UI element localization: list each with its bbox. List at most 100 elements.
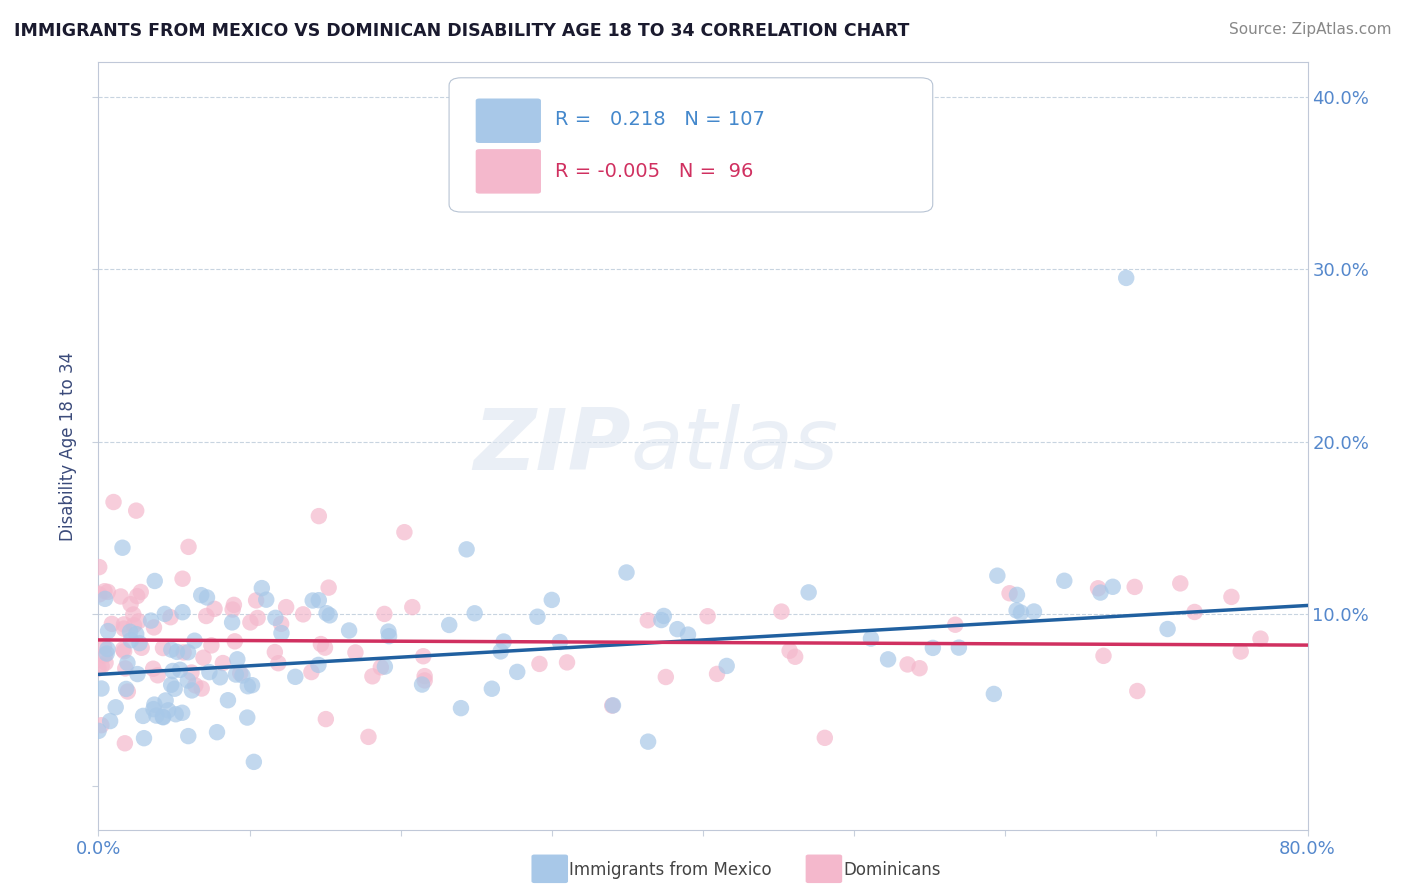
Point: [245, 593, 267, 607]
Point: [239, 615, 262, 630]
Point: [229, 666, 252, 681]
Point: [173, 645, 195, 659]
Point: [464, 607, 486, 621]
Point: [221, 615, 243, 630]
Point: [112, 617, 135, 632]
Point: [89, 560, 111, 574]
Point: [163, 681, 186, 696]
Point: [125, 627, 148, 641]
Y-axis label: Disability Age 18 to 34: Disability Age 18 to 34: [59, 351, 77, 541]
Point: [555, 656, 578, 670]
Point: [263, 645, 285, 659]
Point: [87, 661, 110, 675]
Point: [413, 673, 436, 688]
Point: [114, 661, 136, 675]
Text: IMMIGRANTS FROM MEXICO VS DOMINICAN DISABILITY AGE 18 TO 34 CORRELATION CHART: IMMIGRANTS FROM MEXICO VS DOMINICAN DISA…: [14, 22, 910, 40]
Point: [666, 622, 689, 636]
Point: [177, 673, 200, 688]
Text: Immigrants from Mexico: Immigrants from Mexico: [569, 861, 772, 879]
Point: [655, 670, 678, 684]
Point: [231, 668, 253, 682]
Point: [240, 678, 263, 692]
Point: [129, 585, 152, 599]
Point: [195, 591, 218, 605]
Point: [111, 541, 134, 555]
FancyBboxPatch shape: [475, 149, 541, 194]
Point: [221, 602, 243, 616]
Point: [308, 593, 330, 607]
Point: [111, 642, 134, 657]
Point: [128, 636, 150, 650]
Point: [1250, 632, 1272, 646]
Point: [90, 681, 112, 696]
Text: Source: ZipAtlas.com: Source: ZipAtlas.com: [1229, 22, 1392, 37]
Point: [315, 712, 337, 726]
Point: [139, 614, 162, 628]
Point: [97, 585, 120, 599]
Point: [159, 610, 181, 624]
Point: [169, 663, 191, 677]
Point: [1090, 585, 1112, 599]
Point: [90, 718, 112, 732]
Point: [506, 665, 529, 679]
Point: [401, 600, 423, 615]
Point: [131, 640, 153, 655]
Point: [411, 677, 433, 691]
FancyBboxPatch shape: [475, 98, 541, 143]
Point: [301, 593, 323, 607]
Point: [114, 736, 136, 750]
Point: [160, 642, 183, 657]
Point: [254, 592, 277, 607]
Point: [877, 652, 900, 666]
Point: [616, 566, 638, 580]
Point: [132, 731, 155, 746]
Point: [1087, 581, 1109, 595]
Point: [204, 602, 226, 616]
Point: [314, 640, 336, 655]
Point: [337, 624, 360, 638]
Text: Dominicans: Dominicans: [844, 861, 941, 879]
Point: [160, 678, 183, 692]
Point: [412, 649, 434, 664]
Point: [270, 626, 292, 640]
Point: [413, 669, 436, 683]
Point: [897, 657, 920, 672]
Point: [373, 607, 395, 621]
Point: [112, 622, 135, 636]
Point: [94, 656, 117, 670]
Point: [226, 652, 249, 666]
Point: [318, 581, 340, 595]
Point: [540, 593, 562, 607]
Point: [120, 633, 142, 648]
Point: [716, 659, 738, 673]
Point: [529, 657, 551, 671]
Point: [986, 568, 1008, 582]
Point: [394, 525, 416, 540]
Point: [112, 644, 135, 658]
Point: [172, 572, 194, 586]
Point: [943, 617, 966, 632]
Point: [181, 683, 204, 698]
Point: [276, 600, 298, 615]
Point: [172, 605, 194, 619]
Point: [797, 585, 820, 599]
Point: [637, 613, 659, 627]
Point: [814, 731, 837, 745]
Point: [1005, 588, 1028, 602]
Point: [101, 616, 124, 631]
Point: [190, 588, 212, 602]
Point: [299, 665, 322, 679]
Point: [600, 698, 623, 713]
Point: [1184, 605, 1206, 619]
Point: [264, 611, 287, 625]
Point: [357, 730, 380, 744]
Text: atlas: atlas: [630, 404, 838, 488]
Point: [177, 729, 200, 743]
Point: [998, 586, 1021, 600]
Point: [797, 194, 820, 208]
Point: [127, 667, 149, 681]
Point: [209, 670, 232, 684]
Point: [104, 700, 127, 714]
Point: [122, 618, 145, 632]
Point: [243, 755, 266, 769]
